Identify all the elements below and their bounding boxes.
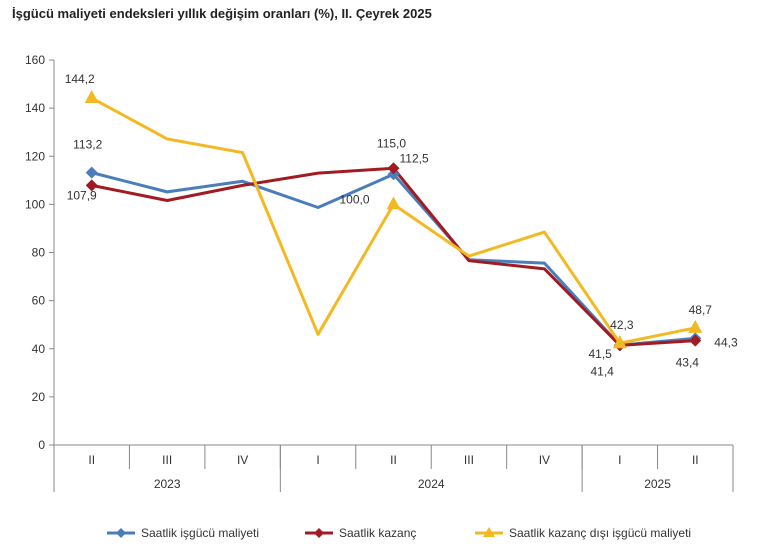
x-tick-label: I [316,453,319,467]
y-tick-label: 140 [25,101,45,115]
x-tick-label: III [464,453,474,467]
data-point-marker [612,335,627,349]
legend-label: Saatlik kazanç dışı işgücü maliyeti [509,526,691,540]
x-tick-label: II [692,453,699,467]
data-label: 100,0 [339,192,369,206]
legend-marker [116,528,126,538]
legend-label: Saatlik kazanç [339,526,416,540]
data-point-marker [689,334,702,347]
legend-marker [483,527,495,537]
y-tick-label: 0 [38,438,45,452]
data-label: 43,4 [676,356,700,370]
y-tick-label: 160 [25,53,45,67]
x-tick-label: III [162,453,172,467]
data-label: 112,5 [400,151,429,165]
y-tick-label: 20 [32,390,46,404]
chart-axes [49,59,734,492]
data-point-marker [84,90,99,104]
x-tick-label: II [390,453,397,467]
y-tick-label: 120 [25,149,45,163]
data-label: 44,3 [714,335,738,349]
data-labels: 113,2 112,5 41,5 44,3 107,9 115,0 41,4 43,4 144,… [65,72,738,378]
data-label: 42,3 [610,318,634,332]
y-tick-labels: 0 20 40 60 80 100 120 140 160 [25,53,45,452]
data-label: 144,2 [65,72,95,86]
year-label: 2025 [644,477,671,491]
data-point-marker [688,319,703,333]
data-label: 115,0 [377,136,406,150]
data-point-marker [387,168,400,181]
data-label: 48,7 [689,303,713,317]
chart-title: İşgücü maliyeti endeksleri yıllık değişi… [12,6,432,21]
data-label: 113,2 [73,138,102,152]
legend: Saatlik işgücü maliyeti Saatlik kazanç Saa… [107,526,691,540]
y-tick-label: 80 [32,246,46,260]
data-point-marker [386,196,401,210]
x-tick-label: IV [237,453,248,467]
x-tick-label: IV [539,453,550,467]
x-tick-label: I [618,453,621,467]
y-tick-label: 40 [32,342,46,356]
legend-marker [314,528,324,538]
series-line [91,96,696,345]
year-label: 2023 [154,477,181,491]
series-markers [84,90,703,352]
year-label: 2024 [418,477,445,491]
x-tick-label: II [88,453,95,467]
data-point-marker [85,179,98,192]
y-tick-label: 100 [25,197,45,211]
data-label: 41,4 [590,364,614,378]
series-lines [91,96,696,347]
data-point-marker [387,162,400,175]
data-label: 41,5 [588,347,612,361]
legend-label: Saatlik işgücü maliyeti [141,526,259,540]
data-point-marker [85,166,98,179]
y-tick-label: 60 [32,294,46,308]
data-label: 107,9 [67,188,97,202]
